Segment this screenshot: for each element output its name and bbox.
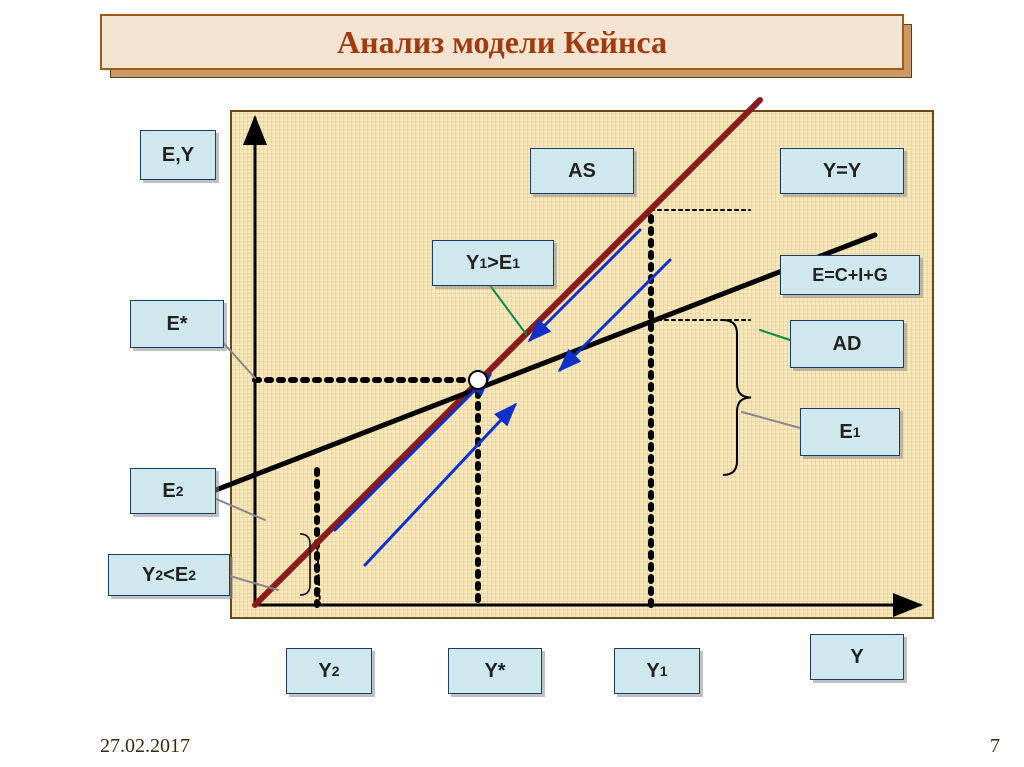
label-ad: AD <box>790 320 904 368</box>
label-ystar: Y* <box>448 648 542 694</box>
label-y1gte1: Y1>E1 <box>432 240 554 286</box>
label-e2: E2 <box>130 468 216 514</box>
footer-date: 27.02.2017 <box>100 735 190 758</box>
title-text: Анализ модели Кейнса <box>337 24 667 61</box>
label-yeqy: Y=Y <box>780 148 904 194</box>
label-ey: E,Y <box>140 130 216 180</box>
label-y2lte2: Y2<E2 <box>108 554 230 596</box>
label-y2: Y2 <box>286 648 372 694</box>
title-bar: Анализ модели Кейнса <box>100 14 904 70</box>
label-estar: E* <box>130 300 224 348</box>
label-as: AS <box>530 148 634 194</box>
label-e1: E1 <box>800 408 900 456</box>
footer-page: 7 <box>990 735 1000 758</box>
label-y1: Y1 <box>614 648 700 694</box>
label-y: Y <box>810 634 904 680</box>
label-ecig: E=C+I+G <box>780 255 920 295</box>
